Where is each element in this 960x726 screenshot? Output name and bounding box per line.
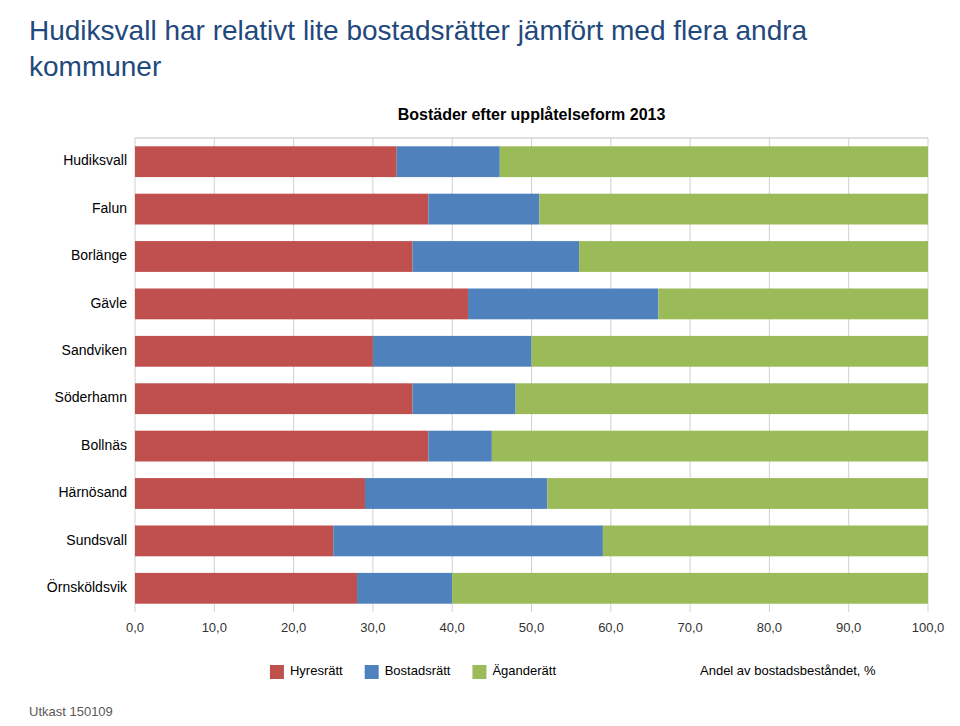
bar (579, 241, 928, 272)
bar (135, 146, 397, 177)
bar (532, 336, 929, 367)
bar (333, 525, 603, 556)
x-tick-label: 50,0 (519, 620, 544, 635)
grid (135, 138, 928, 612)
title-line: Hudiksvall har relativt lite bostadsrätt… (29, 15, 808, 46)
subtitle: Bostäder efter upplåtelseform 2013 (398, 106, 666, 123)
x-tick-labels: 0,0 10,0 20,0 30,0 40,0 50,0 60,0 70,0 80,0 90,0 1… (126, 620, 944, 635)
bar (135, 478, 365, 509)
bar (603, 525, 928, 556)
bar (500, 146, 928, 177)
bar (135, 383, 413, 414)
bar (428, 431, 491, 462)
x-tick-label: 100,0 (912, 620, 945, 635)
legend-swatch (365, 665, 379, 679)
legend-label: Bostadsrätt (385, 663, 451, 678)
bar (135, 431, 428, 462)
category-label: Falun (92, 200, 127, 216)
category-label: Borlänge (71, 247, 127, 263)
footer: Utkast 150109 (29, 704, 113, 719)
bar (365, 478, 547, 509)
category-label: Bollnäs (81, 437, 127, 453)
legend-swatch (270, 665, 284, 679)
x-tick-label: 90,0 (836, 620, 861, 635)
series (452, 146, 928, 603)
bar (373, 336, 532, 367)
category-label: Sundsvall (66, 532, 127, 548)
bar (397, 146, 500, 177)
bar (357, 573, 452, 604)
x-tick-label: 10,0 (202, 620, 227, 635)
title: Hudiksvall har relativt lite bostadsrätt… (29, 15, 808, 82)
bar (516, 383, 928, 414)
x-tick-label: 60,0 (598, 620, 623, 635)
x-axis-label: Andel av bostadsbeståndet, % (700, 663, 876, 678)
bar (135, 525, 333, 556)
bar (413, 241, 580, 272)
legend-label: Hyresrätt (290, 663, 343, 678)
category-label: Söderhamn (55, 389, 127, 405)
x-tick-label: 40,0 (440, 620, 465, 635)
bar (135, 288, 468, 319)
bar (539, 194, 928, 225)
bar (658, 288, 928, 319)
title-line: kommuner (29, 51, 161, 82)
chart: Hudiksvall har relativt lite bostadsrätt… (0, 0, 960, 726)
category-label: Gävle (90, 295, 127, 311)
legend-label: Äganderätt (492, 663, 556, 678)
bar (428, 194, 539, 225)
category-label: Härnösand (59, 484, 128, 500)
bar (135, 194, 428, 225)
x-tick-label: 70,0 (677, 620, 702, 635)
x-tick-label: 20,0 (281, 620, 306, 635)
bar (492, 431, 928, 462)
legend-item: Hyresrätt (270, 663, 343, 679)
plot-top-border (135, 138, 928, 139)
x-tick-label: 0,0 (126, 620, 144, 635)
bars (135, 146, 928, 603)
bar (547, 478, 928, 509)
x-tick-label: 80,0 (757, 620, 782, 635)
legend-item: Bostadsrätt (365, 663, 451, 679)
category-label: Hudiksvall (63, 152, 127, 168)
legend-swatch (472, 665, 486, 679)
bar (413, 383, 516, 414)
bar (468, 288, 658, 319)
y-tick-labels: Hudiksvall Falun Borlänge Gävle Sandviken Söd… (47, 152, 128, 595)
bar (452, 573, 928, 604)
bar (135, 241, 413, 272)
legend: Hyresrätt Bostadsrätt Äganderätt (270, 663, 556, 679)
x-tick-label: 30,0 (360, 620, 385, 635)
legend-item: Äganderätt (472, 663, 556, 679)
bar (135, 336, 373, 367)
category-label: Sandviken (62, 342, 127, 358)
category-label: Örnsköldsvik (47, 578, 128, 595)
bar (135, 573, 357, 604)
